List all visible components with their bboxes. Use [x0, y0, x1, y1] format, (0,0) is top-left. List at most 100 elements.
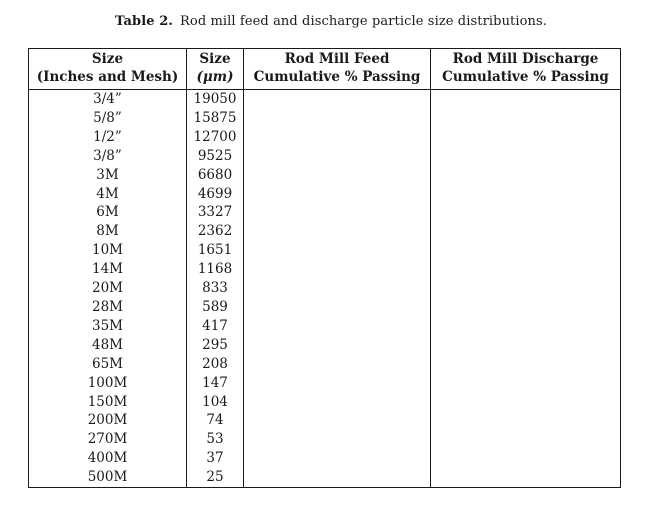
cell-discharge-percent	[431, 468, 621, 487]
cell-size-microns: 589	[186, 297, 244, 317]
cell-discharge-percent	[431, 166, 621, 185]
cell-size: 270M	[28, 430, 187, 450]
cell-size: 3/8”	[28, 146, 187, 166]
table-row: 1/2” 12700	[28, 127, 621, 147]
cell-feed-percent	[243, 392, 431, 412]
cell-size: 200M	[28, 411, 187, 431]
cell-discharge-percent	[431, 128, 621, 147]
table-row: 500M 25	[28, 468, 621, 488]
table-row: 8M 2362	[28, 222, 621, 242]
header-size-inches-mesh: Size (Inches and Mesh)	[28, 48, 187, 90]
table-row: 3/4” 19050	[28, 89, 621, 109]
cell-feed-percent	[243, 316, 431, 336]
cell-feed-percent	[243, 260, 431, 280]
cell-size-microns: 15875	[186, 108, 244, 128]
header-rod-mill-discharge: Rod Mill Discharge Cumulative % Passing	[430, 48, 621, 90]
cell-discharge-percent	[431, 393, 621, 412]
cell-size-microns: 104	[186, 392, 244, 412]
cell-size: 48M	[28, 335, 187, 355]
cell-size-microns: 74	[186, 411, 244, 431]
table-row: 48M 295	[28, 335, 621, 355]
cell-size: 3/4”	[28, 89, 187, 109]
table-caption: Table 2. Rod mill feed and discharge part…	[0, 14, 662, 29]
cell-discharge-percent	[431, 241, 621, 260]
header-line: (Inches and Mesh)	[36, 68, 179, 85]
cell-size: 500M	[28, 468, 187, 488]
cell-discharge-percent	[431, 298, 621, 317]
cell-size-microns: 3327	[186, 203, 244, 223]
cell-feed-percent	[243, 241, 431, 261]
table-row: 5/8” 15875	[28, 108, 621, 128]
table-row: 150M 104	[28, 392, 621, 412]
cell-feed-percent	[243, 279, 431, 298]
cell-discharge-percent	[431, 336, 621, 355]
cell-size: 150M	[28, 392, 187, 412]
cell-size-microns: 2362	[186, 222, 244, 242]
cell-size-microns: 37	[186, 449, 244, 469]
cell-size: 4M	[28, 184, 187, 204]
cell-discharge-percent	[431, 374, 621, 393]
cell-size-microns: 19050	[186, 89, 244, 109]
table-row: 35M 417	[28, 316, 621, 336]
cell-discharge-percent	[431, 279, 621, 298]
cell-feed-percent	[243, 165, 431, 185]
cell-discharge-percent	[431, 355, 621, 374]
header-line: Cumulative % Passing	[253, 68, 421, 85]
table-row: 14M 1168	[28, 260, 621, 280]
header-size-microns: Size (μm)	[186, 48, 244, 90]
cell-discharge-percent	[431, 260, 621, 279]
cell-size-microns: 1651	[186, 241, 244, 261]
cell-size: 6M	[28, 203, 187, 223]
cell-discharge-percent	[431, 147, 621, 166]
header-line: Size	[91, 51, 124, 67]
header-rod-mill-feed: Rod Mill Feed Cumulative % Passing	[243, 48, 431, 90]
header-line: Cumulative % Passing	[442, 68, 609, 85]
cell-size-microns: 53	[186, 430, 244, 450]
cell-feed-percent	[243, 468, 431, 488]
table-row: 400M 37	[28, 449, 621, 469]
caption-text: Rod mill feed and discharge particle siz…	[180, 14, 548, 29]
cell-discharge-percent	[431, 222, 621, 241]
table-row: 100M 147	[28, 373, 621, 393]
cell-size: 100M	[28, 373, 187, 393]
cell-discharge-percent	[431, 185, 621, 204]
table-row: 20M 833	[28, 279, 621, 298]
cell-feed-percent	[243, 203, 431, 223]
cell-discharge-percent	[431, 90, 621, 109]
cell-size: 20M	[28, 279, 187, 298]
table-row: 200M 74	[28, 411, 621, 431]
cell-feed-percent	[243, 373, 431, 393]
cell-feed-percent	[243, 335, 431, 355]
table-body: 3/4” 19050 5/8” 15875 1/2” 12700 3/8” 95…	[28, 89, 621, 488]
cell-size-microns: 12700	[186, 127, 244, 147]
table-row: 10M 1651	[28, 241, 621, 261]
cell-size: 8M	[28, 222, 187, 242]
cell-discharge-percent	[431, 430, 621, 449]
cell-size: 28M	[28, 297, 187, 317]
header-line: Rod Mill Feed	[284, 51, 390, 67]
cell-size-microns: 25	[186, 468, 244, 488]
cell-feed-percent	[243, 89, 431, 109]
table-row: 270M 53	[28, 430, 621, 450]
cell-size-microns: 147	[186, 373, 244, 393]
cell-size-microns: 208	[186, 354, 244, 374]
particle-size-table: Size (Inches and Mesh) Size (μm) Rod Mil…	[28, 48, 621, 489]
header-line: Size	[199, 51, 231, 67]
cell-feed-percent	[243, 411, 431, 431]
cell-feed-percent	[243, 222, 431, 242]
cell-feed-percent	[243, 354, 431, 374]
header-row: Size (Inches and Mesh) Size (μm) Rod Mil…	[28, 48, 621, 90]
cell-size-microns: 9525	[186, 146, 244, 166]
cell-feed-percent	[243, 146, 431, 166]
cell-discharge-percent	[431, 317, 621, 336]
cell-size: 35M	[28, 316, 187, 336]
cell-feed-percent	[243, 430, 431, 450]
cell-feed-percent	[243, 449, 431, 469]
table-row: 6M 3327	[28, 203, 621, 223]
header-line: Rod Mill Discharge	[452, 51, 599, 67]
table-row: 3/8” 9525	[28, 146, 621, 166]
cell-size-microns: 1168	[186, 260, 244, 280]
cell-feed-percent	[243, 297, 431, 317]
cell-size-microns: 4699	[186, 184, 244, 204]
cell-size: 65M	[28, 354, 187, 374]
